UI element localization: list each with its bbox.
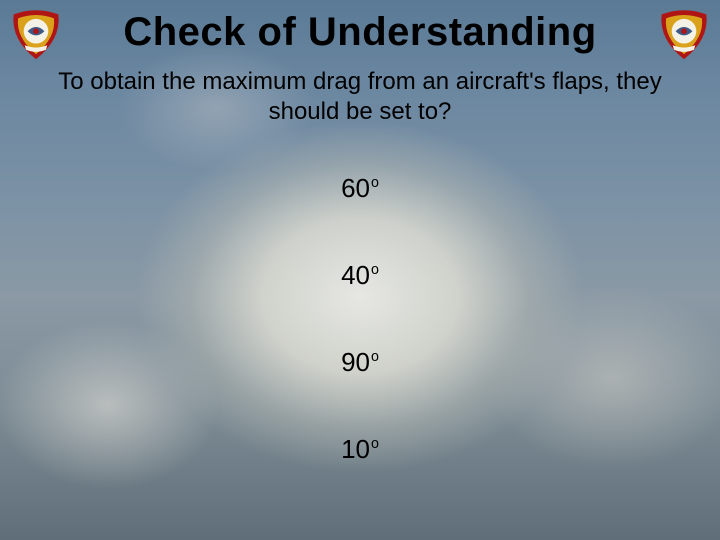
- slide-title: Check of Understanding: [0, 0, 720, 55]
- answer-option[interactable]: 90o: [320, 347, 400, 378]
- degree-symbol: o: [371, 349, 379, 365]
- crest-left-icon: [8, 6, 64, 62]
- answer-value: 60: [341, 173, 370, 203]
- question-text: To obtain the maximum drag from an aircr…: [0, 55, 720, 127]
- answer-value: 10: [341, 434, 370, 464]
- degree-symbol: o: [371, 262, 379, 278]
- answer-option[interactable]: 60o: [320, 173, 400, 204]
- answer-option[interactable]: 10o: [320, 434, 400, 465]
- answer-value: 90: [341, 347, 370, 377]
- slide: Check of Understanding To obtain the max…: [0, 0, 720, 540]
- answer-list: 60o 40o 90o 10o: [0, 173, 720, 465]
- degree-symbol: o: [371, 436, 379, 452]
- crest-right-icon: [656, 6, 712, 62]
- answer-option[interactable]: 40o: [320, 260, 400, 291]
- answer-value: 40: [341, 260, 370, 290]
- degree-symbol: o: [371, 175, 379, 191]
